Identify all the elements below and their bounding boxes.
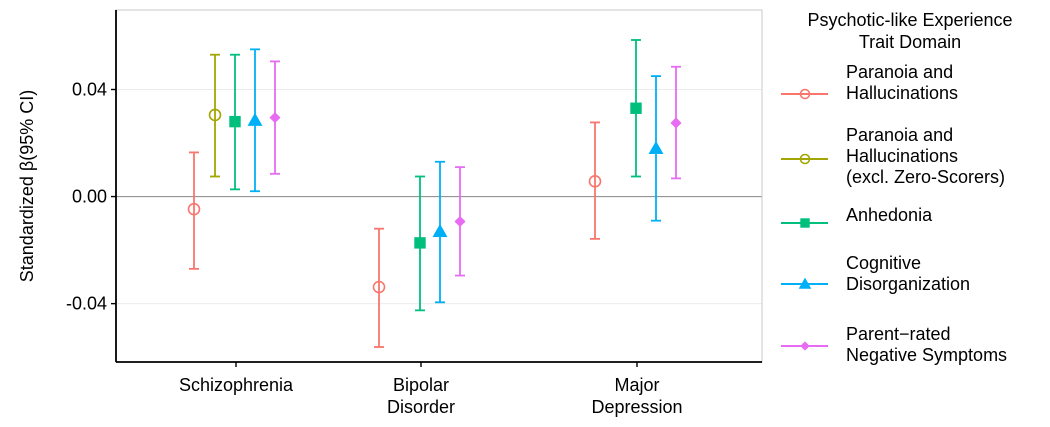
legend-key-marker: [799, 88, 811, 100]
plot-area: [115, 9, 763, 363]
legend-label: Disorganization: [846, 274, 970, 294]
error-bar-group: [414, 175, 426, 312]
axes: -0.04 0.00 0.04 Schizophrenia BipolarDisorde…: [17, 10, 762, 417]
data-point: [454, 215, 466, 227]
legend-label: Hallucinations: [846, 146, 958, 166]
legend-label: (excl. Zero-Scorers): [846, 167, 1005, 187]
error-bar-group: [630, 39, 642, 178]
data-point: [372, 280, 386, 294]
error-bar-group: [454, 166, 466, 277]
error-bar-group: [648, 75, 664, 222]
error-bar-group: [670, 65, 682, 180]
legend-key-marker: [800, 341, 810, 351]
data-point: [648, 140, 664, 154]
error-bar-group: [269, 60, 281, 175]
data-point: [229, 115, 241, 128]
x-tick-label: Disorder: [387, 397, 455, 417]
error-bar-group: [247, 48, 263, 193]
legend-label: Parent−rated: [846, 324, 951, 344]
data-point: [630, 102, 642, 114]
legend-title: Psychotic-like Experience: [807, 10, 1012, 30]
y-tick-label: -0.04: [66, 294, 107, 314]
data-point: [588, 175, 602, 188]
y-tick-label: 0.00: [72, 187, 107, 207]
legend-label: Paranoia and: [846, 62, 953, 82]
y-axis-label: Standardized β(95% CI): [17, 90, 37, 282]
data-point: [208, 108, 222, 122]
data-point: [432, 223, 448, 237]
plot-background: [116, 10, 762, 362]
data-point: [670, 117, 682, 129]
legend-label: Paranoia and: [846, 125, 953, 145]
x-tick-label: Depression: [591, 397, 682, 417]
data-point: [414, 237, 426, 249]
error-bar-group: [208, 53, 222, 178]
legend-key-marker: [799, 153, 811, 165]
legend-label: Hallucinations: [846, 83, 958, 103]
legend-key-marker: [798, 277, 812, 289]
data-point: [187, 202, 201, 216]
legend-label: Anhedonia: [846, 205, 933, 225]
legend-item: Anhedonia: [781, 205, 933, 228]
x-tick-label: Bipolar: [393, 375, 449, 395]
legend-key-marker: [800, 218, 810, 228]
data-point: [247, 112, 263, 126]
error-bar-group: [229, 53, 241, 191]
data-point: [269, 112, 281, 124]
y-tick-label: 0.04: [72, 80, 107, 100]
legend-label: Negative Symptoms: [846, 345, 1007, 365]
x-tick-label: Major: [614, 375, 659, 395]
legend-label: Cognitive: [846, 253, 921, 273]
error-bar-group: [588, 121, 602, 240]
x-tick-label: Schizophrenia: [179, 375, 294, 395]
error-bar-group: [372, 227, 386, 348]
error-bar-group: [187, 151, 201, 270]
legend-title: Trait Domain: [859, 32, 961, 52]
error-bar-group: [432, 160, 448, 304]
